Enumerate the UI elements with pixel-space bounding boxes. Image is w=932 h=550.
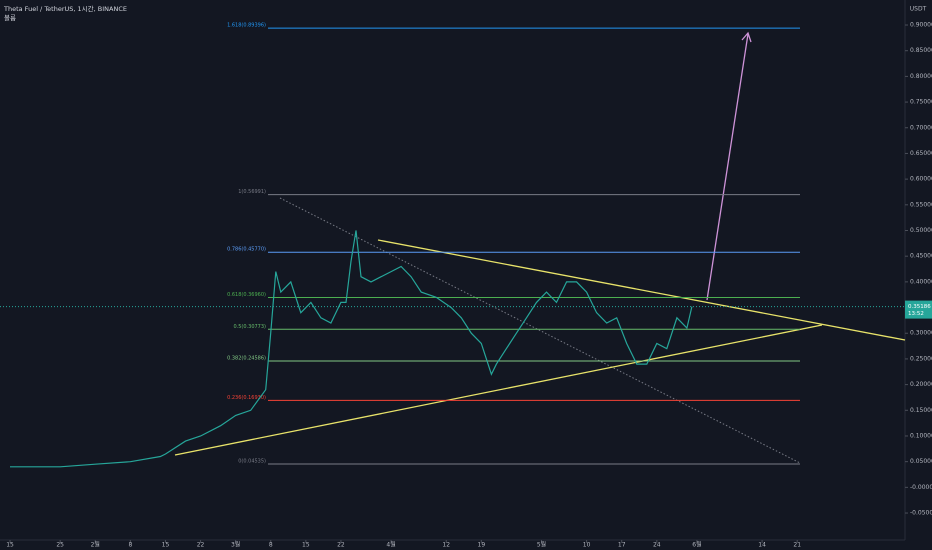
trend-lower <box>174 324 823 456</box>
fib-label: 0.5(0.30773) <box>233 324 266 330</box>
x-tick-label: 4월 <box>386 541 395 549</box>
x-tick-label: 8 <box>269 542 273 549</box>
x-tick-label: 17 <box>618 542 626 549</box>
x-tick-label: 21 <box>793 542 801 549</box>
x-tick-label: 15 <box>302 542 310 549</box>
x-tick-label: 25 <box>56 542 64 549</box>
x-tick-label: 19 <box>478 542 486 549</box>
x-tick-label: 14 <box>758 542 766 549</box>
fib-label: 1(0.56991) <box>238 189 266 195</box>
fib-label: 0(0.04535) <box>238 459 266 465</box>
x-tick-label: 22 <box>337 542 345 549</box>
fib-label: 0.236(0.16930) <box>227 395 266 401</box>
arrow-head <box>741 31 752 43</box>
trend-upper <box>377 239 906 341</box>
x-tick-label: 8 <box>128 542 132 549</box>
arrow <box>706 33 749 301</box>
fib-label: 0.382(0.24586) <box>227 356 266 362</box>
price-line <box>10 230 693 468</box>
last-price: 0.35186 <box>908 304 931 310</box>
x-tick-label: 12 <box>442 542 450 549</box>
currency: USDT <box>910 6 927 13</box>
countdown: 13:52 <box>908 311 924 317</box>
x-tick-label: 15 <box>162 542 170 549</box>
x-tick-label: 5월 <box>537 541 546 549</box>
diagonal <box>279 197 801 464</box>
x-tick-label: 22 <box>197 542 205 549</box>
indicator: 볼륨 <box>4 13 16 22</box>
x-tick-label: 10 <box>583 542 591 549</box>
x-tick-label: 15 <box>6 542 14 549</box>
x-tick-label: 24 <box>653 542 661 549</box>
fib-label: 1.618(0.89396) <box>227 23 266 29</box>
x-tick-label: 6월 <box>692 541 701 549</box>
fib-label: 0.786(0.45770) <box>227 247 266 253</box>
drawings <box>174 31 906 464</box>
y-tick-label: 0.90000 <box>910 22 932 29</box>
fib-label: 0.618(0.36960) <box>227 292 266 298</box>
price-badge <box>905 300 932 319</box>
symbol: Theta Fuel / TetherUS, 1시간, BINANCE <box>3 4 127 13</box>
x-tick-label: 3월 <box>231 541 240 549</box>
x-tick-label: 2월 <box>91 541 100 549</box>
